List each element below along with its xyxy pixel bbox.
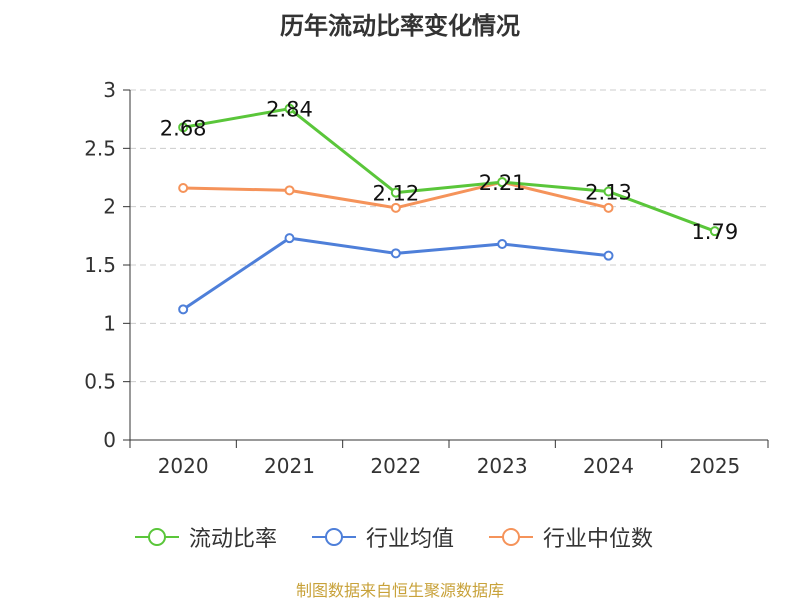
series-lines — [178, 103, 720, 315]
y-tick-label: 2.5 — [84, 136, 116, 160]
legend-item-current-ratio[interactable]: 流动比率 — [133, 520, 277, 554]
legend-item-industry-mean[interactable]: 行业均值 — [310, 520, 454, 554]
data-point — [390, 187, 401, 198]
data-label: 1.79 — [691, 220, 738, 244]
x-tick-label: 2023 — [477, 454, 528, 478]
data-label: 2.21 — [479, 171, 526, 195]
x-tick-label: 2022 — [370, 454, 421, 478]
legend-label: 行业均值 — [366, 527, 455, 552]
legend-label: 流动比率 — [189, 527, 278, 552]
data-point — [497, 239, 508, 249]
x-tick-label: 2024 — [583, 454, 634, 478]
data-label: 2.12 — [372, 182, 419, 206]
data-point — [178, 122, 189, 133]
axes: 0 0.5 1 1.5 2 2.5 3 2020 2021 2022 2023 2024 2025 — [84, 78, 769, 478]
x-tick-label: 2020 — [158, 454, 209, 478]
legend-label: 行业中位数 — [543, 527, 654, 552]
legend: 流动比率 行业均值 行业中位数 — [0, 520, 800, 554]
y-tick-label: 0.5 — [84, 370, 116, 394]
data-point — [603, 250, 614, 261]
source-note: 制图数据来自恒生聚源数据库 — [295, 581, 504, 600]
series-line — [182, 107, 716, 233]
x-tick-label: 2021 — [264, 454, 315, 478]
data-labels: 2.68 2.84 2.12 2.21 2.13 1.79 — [160, 98, 738, 245]
data-point — [497, 177, 508, 188]
x-tick-label: 2025 — [689, 454, 740, 478]
data-point — [603, 186, 614, 197]
legend-marker-icon — [312, 528, 356, 546]
chart-title: 历年流动比率变化情况 — [280, 12, 520, 40]
data-label: 2.68 — [160, 116, 207, 140]
data-point — [284, 233, 295, 244]
legend-marker-icon — [135, 528, 179, 546]
data-point — [390, 202, 401, 213]
data-label: 2.84 — [266, 98, 313, 122]
legend-marker-icon — [489, 528, 533, 546]
data-point — [284, 185, 295, 196]
y-tick-label: 2 — [103, 195, 116, 219]
y-tick-label: 0 — [103, 428, 116, 452]
data-point — [709, 226, 720, 237]
legend-item-industry-median[interactable]: 行业中位数 — [487, 520, 653, 554]
data-label: 2.13 — [585, 181, 632, 205]
y-tick-label: 1 — [103, 311, 116, 335]
grid-lines — [130, 89, 768, 383]
data-point — [178, 304, 189, 315]
data-point — [284, 103, 295, 114]
data-point — [390, 248, 401, 259]
y-tick-label: 1.5 — [84, 253, 116, 277]
data-point — [603, 202, 614, 213]
data-point — [178, 183, 189, 193]
y-tick-label: 3 — [103, 78, 116, 102]
